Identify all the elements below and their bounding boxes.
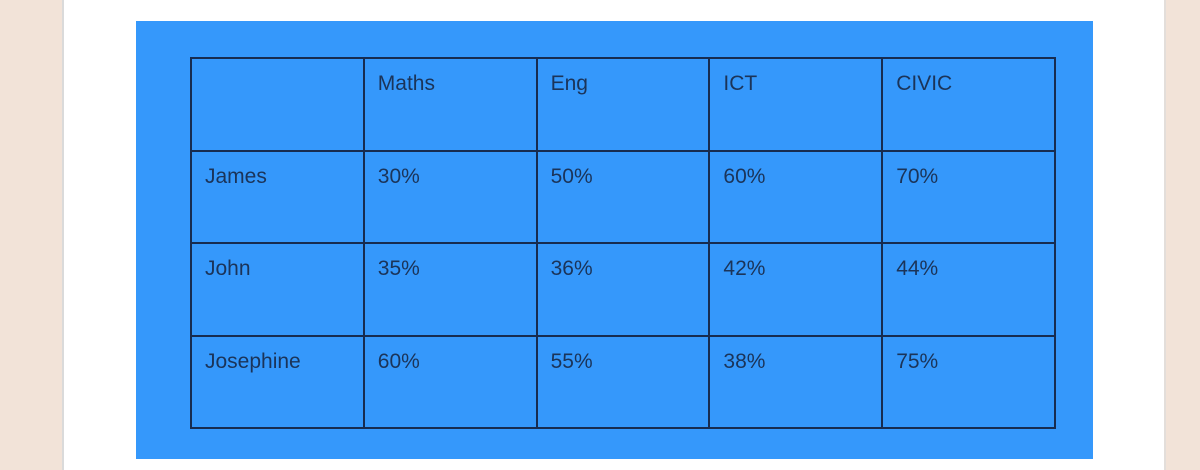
- document-page: Maths Eng ICT CIVIC James 30% 50% 60% 70…: [62, 0, 1166, 470]
- score-cell: 75%: [881, 334, 1056, 429]
- score-cell: 44%: [881, 242, 1056, 337]
- student-name-cell: Josephine: [190, 334, 365, 429]
- score-cell: 30%: [362, 149, 538, 244]
- score-cell: 55%: [535, 334, 711, 429]
- student-name-cell: John: [190, 242, 365, 337]
- score-cell: 36%: [535, 242, 711, 337]
- header-cell-civic: CIVIC: [881, 57, 1056, 152]
- score-cell: 38%: [708, 334, 884, 429]
- header-cell-maths: Maths: [362, 57, 538, 152]
- blue-table-panel: Maths Eng ICT CIVIC James 30% 50% 60% 70…: [136, 21, 1093, 459]
- table-row-josephine: Josephine 60% 55% 38% 75%: [190, 334, 1056, 429]
- score-cell: 50%: [535, 149, 711, 244]
- score-cell: 60%: [362, 334, 538, 429]
- score-cell: 42%: [708, 242, 884, 337]
- table-row-john: John 35% 36% 42% 44%: [190, 242, 1056, 337]
- header-cell-eng: Eng: [535, 57, 711, 152]
- header-cell-empty: [190, 57, 365, 152]
- table-header-row: Maths Eng ICT CIVIC: [190, 57, 1056, 152]
- scores-table: Maths Eng ICT CIVIC James 30% 50% 60% 70…: [190, 57, 1056, 429]
- score-cell: 60%: [708, 149, 884, 244]
- student-name-cell: James: [190, 149, 365, 244]
- score-cell: 35%: [362, 242, 538, 337]
- score-cell: 70%: [881, 149, 1056, 244]
- header-cell-ict: ICT: [708, 57, 884, 152]
- table-row-james: James 30% 50% 60% 70%: [190, 149, 1056, 244]
